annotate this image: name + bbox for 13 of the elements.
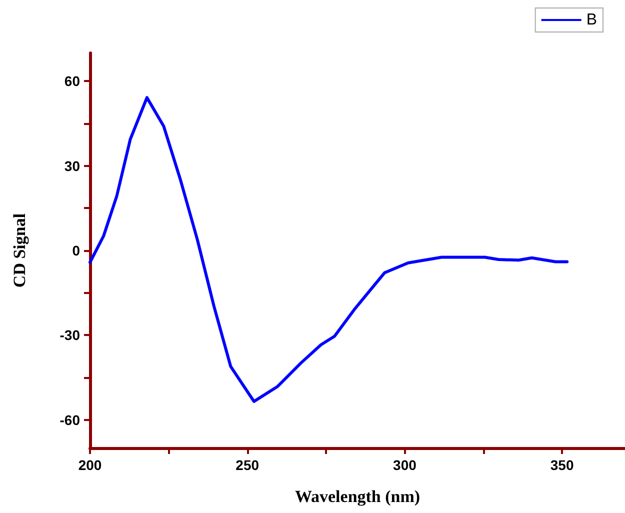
x-axis-title: Wavelength (nm) [294, 487, 420, 506]
y-axis-title: CD Signal [10, 213, 29, 288]
y-tick-label: -60 [60, 412, 80, 428]
y-tick-label: 60 [64, 73, 80, 90]
y-tick-label: 0 [72, 242, 80, 258]
legend-label: B [586, 12, 597, 28]
x-tick-label: 350 [550, 457, 574, 473]
x-tick-label: 300 [393, 457, 417, 473]
y-tick-label: -30 [60, 327, 80, 344]
x-tick-label: 200 [78, 457, 102, 473]
y-tick-label: 30 [64, 158, 80, 174]
x-tick-label: 250 [236, 457, 260, 473]
line-series [88, 96, 569, 403]
